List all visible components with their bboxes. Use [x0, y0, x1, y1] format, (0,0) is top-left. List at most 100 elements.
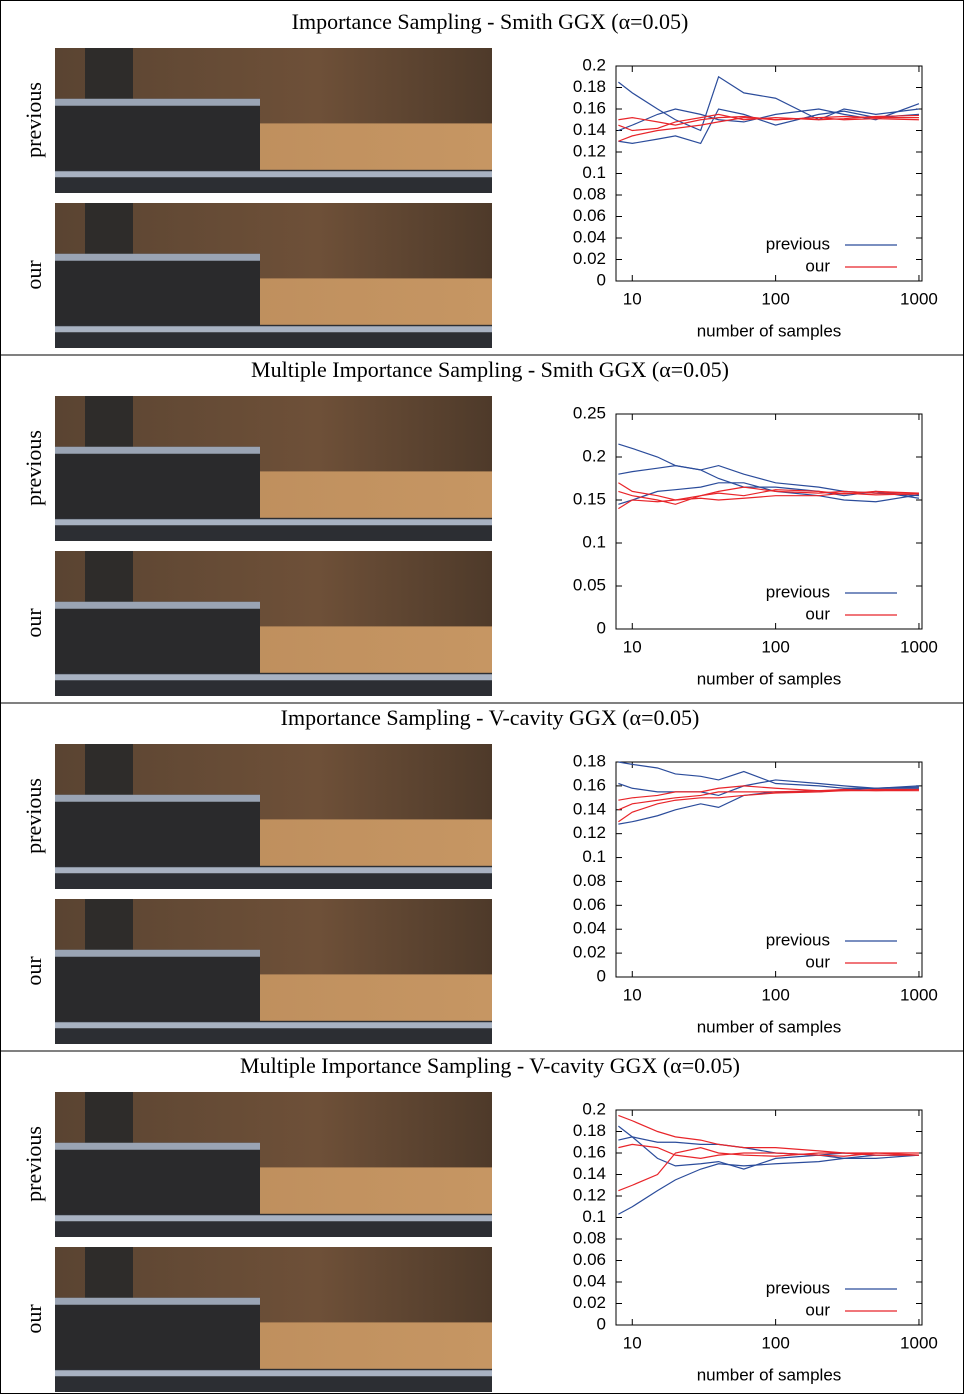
x-tick-label: 1000 — [900, 289, 938, 308]
y-tick-label: 0.14 — [573, 120, 606, 139]
disc-rim — [55, 253, 260, 261]
x-axis-label: number of samples — [697, 1365, 842, 1384]
line — [618, 779, 919, 797]
line — [618, 75, 920, 132]
line — [618, 482, 920, 505]
row-label: previous — [21, 82, 46, 158]
plate-rim — [55, 326, 492, 333]
row-label: previous — [21, 430, 46, 506]
render-image — [55, 744, 492, 889]
panel-title: Importance Sampling - V-cavity GGX (α=0.… — [281, 705, 700, 730]
x-axis-label: number of samples — [697, 669, 842, 688]
x-tick-label: 1000 — [900, 637, 938, 656]
y-tick-label: 0.12 — [573, 823, 606, 842]
render-image — [55, 48, 492, 193]
row-label: our — [21, 608, 46, 638]
x-tick-label: 10 — [623, 289, 642, 308]
disc-rim — [55, 794, 260, 802]
column — [85, 1247, 133, 1303]
y-tick-label: 0.2 — [582, 55, 606, 74]
disc-rim — [55, 1297, 260, 1305]
y-tick-label: 0.12 — [573, 1185, 606, 1204]
line — [618, 482, 919, 501]
legend-label: our — [805, 1300, 830, 1319]
legend-label: our — [805, 604, 830, 623]
line — [618, 785, 919, 801]
line — [618, 1154, 920, 1215]
y-tick-label: 0.04 — [573, 1271, 606, 1290]
column — [85, 551, 133, 607]
y-tick-label: 0.16 — [573, 1142, 606, 1161]
row-label: previous — [21, 778, 46, 854]
y-tick-label: 0.18 — [573, 77, 606, 96]
legend-label: our — [805, 256, 830, 275]
line — [618, 103, 920, 132]
disc — [55, 949, 260, 1023]
y-tick-label: 0.15 — [573, 489, 606, 508]
column — [85, 396, 133, 452]
render-image — [55, 203, 492, 348]
y-tick-label: 0.08 — [573, 184, 606, 203]
legend-label: previous — [766, 930, 830, 949]
x-tick-label: 100 — [761, 1333, 789, 1352]
y-tick-label: 0.02 — [573, 249, 606, 268]
line — [618, 1114, 919, 1154]
y-tick-label: 0.02 — [573, 1293, 606, 1312]
disc-rim — [55, 1142, 260, 1150]
y-tick-label: 0.05 — [573, 575, 606, 594]
x-tick-label: 10 — [623, 1333, 642, 1352]
panel-title: Multiple Importance Sampling - Smith GGX… — [251, 357, 729, 382]
disc — [55, 253, 260, 327]
line — [618, 788, 919, 823]
line — [618, 761, 919, 789]
render-image — [55, 1247, 492, 1392]
legend-label: our — [805, 952, 830, 971]
row-label: our — [21, 956, 46, 986]
render-image — [55, 551, 492, 696]
plate-rim — [55, 171, 492, 178]
y-tick-label: 0.18 — [573, 1121, 606, 1140]
panel-title: Multiple Importance Sampling - V-cavity … — [240, 1053, 740, 1078]
disc — [55, 1297, 260, 1371]
y-tick-label: 0.2 — [582, 1099, 606, 1118]
line — [618, 786, 919, 825]
panel-title: Importance Sampling - Smith GGX (α=0.05) — [292, 9, 689, 34]
plate-rim — [55, 1022, 492, 1029]
x-tick-label: 1000 — [900, 985, 938, 1004]
column — [85, 1092, 133, 1148]
line — [618, 113, 919, 132]
x-axis-label: number of samples — [697, 321, 842, 340]
y-tick-label: 0.1 — [582, 1207, 606, 1226]
y-tick-label: 0.1 — [582, 847, 606, 866]
column — [85, 48, 133, 104]
y-tick-label: 0.16 — [573, 775, 606, 794]
y-tick-label: 0 — [597, 618, 606, 637]
y-tick-label: 0 — [597, 1314, 606, 1333]
row-label: our — [21, 260, 46, 290]
row-label: previous — [21, 1126, 46, 1202]
render-image — [55, 899, 492, 1044]
y-tick-label: 0.14 — [573, 799, 606, 818]
y-tick-label: 0.2 — [582, 446, 606, 465]
y-tick-label: 0.18 — [573, 751, 606, 770]
disc — [55, 446, 260, 520]
disc — [55, 794, 260, 868]
disc-rim — [55, 98, 260, 106]
y-tick-label: 0.06 — [573, 206, 606, 225]
column — [85, 203, 133, 259]
legend-label: previous — [766, 582, 830, 601]
y-tick-label: 0.1 — [582, 163, 606, 182]
x-tick-label: 10 — [623, 637, 642, 656]
line — [618, 116, 919, 142]
line — [618, 492, 919, 510]
y-tick-label: 0.08 — [573, 1228, 606, 1247]
y-tick-label: 0.04 — [573, 227, 606, 246]
plot-frame — [615, 413, 923, 630]
y-tick-label: 0 — [597, 270, 606, 289]
disc-rim — [55, 446, 260, 454]
line — [618, 443, 919, 497]
disc — [55, 601, 260, 675]
line — [618, 1143, 919, 1159]
